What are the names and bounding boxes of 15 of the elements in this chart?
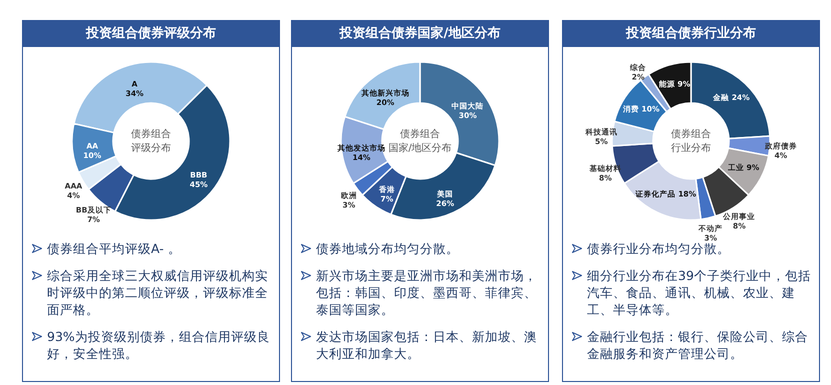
text: 债券组合行业分布 bbox=[671, 128, 711, 154]
text: 债券行业分布均匀分散。 bbox=[586, 241, 731, 257]
text: 债券组合评级分布 bbox=[131, 128, 171, 154]
text: 债券组合平均评级A- 。 bbox=[46, 240, 182, 257]
chart-title: 投资组合债券行业分布 bbox=[563, 21, 819, 47]
text: 新兴市场主要是亚洲市场和美洲市场，包括：韩国、印度、墨西哥、菲律宾、泰国等国家。 bbox=[315, 267, 538, 318]
chart-title: 投资组合债券评级分布 bbox=[23, 21, 279, 47]
text: 细分行业分布在39个子类行业中，包括汽车、食品、通讯、机械、农业、建工、半导体等。 bbox=[586, 267, 812, 318]
chart-title: 投资组合债券国家/地区分布 bbox=[292, 21, 548, 47]
text: 债券组合国家/地区分布 bbox=[388, 128, 452, 154]
text: 发达市场国家包括：日本、新加坡、澳大利亚和加拿大。 bbox=[315, 328, 538, 362]
text: 93%为投资级别债券，组合信用评级良好，安全性强。 bbox=[46, 328, 271, 362]
text: 债券地域分布均匀分散。 bbox=[315, 240, 460, 257]
text: 金融行业包括：银行、保险公司、综合金融服务和资产管理公司。 bbox=[586, 328, 809, 362]
text: 综合采用全球三大权威信用评级机构实时评级中的第二顺位评级，评级标准全面严格。 bbox=[46, 267, 269, 318]
